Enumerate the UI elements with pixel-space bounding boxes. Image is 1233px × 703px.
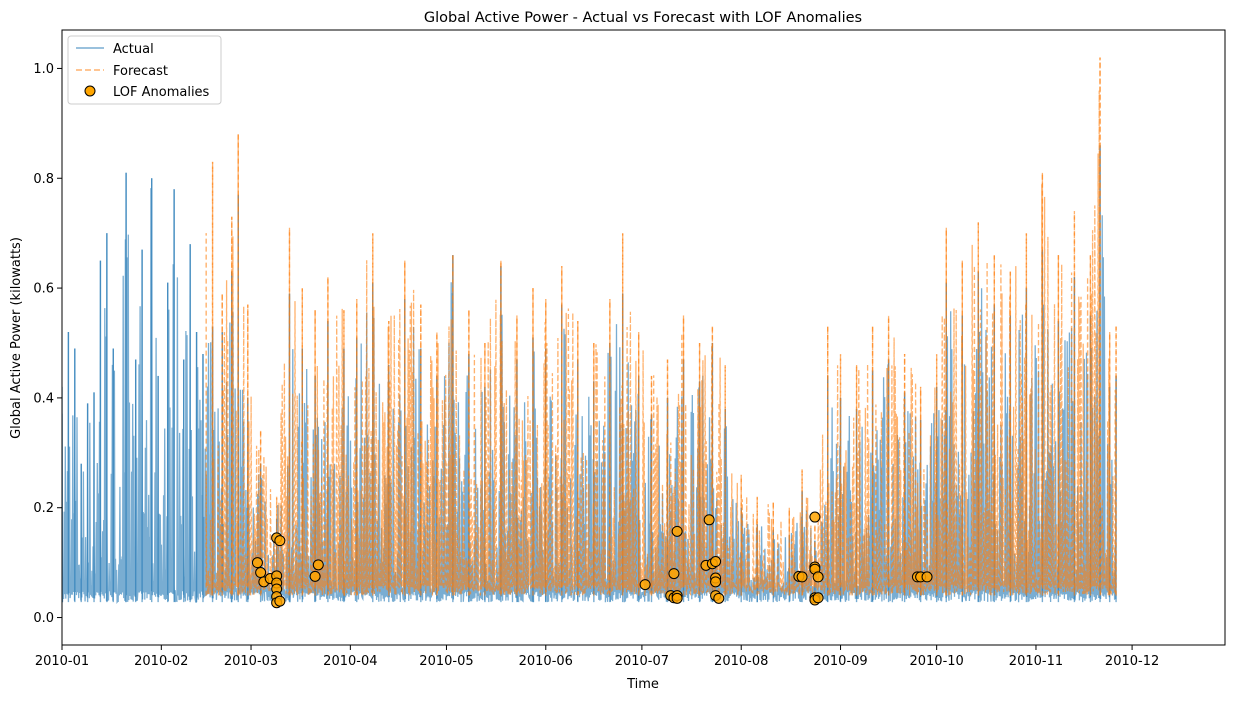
x-tick-label: 2010-03 xyxy=(224,654,278,669)
x-axis-label: Time xyxy=(626,677,659,692)
lof-anomaly-point xyxy=(713,592,725,604)
x-tick-label: 2010-05 xyxy=(419,654,473,669)
lof-anomaly-point xyxy=(671,592,683,604)
x-tick-label: 2010-08 xyxy=(714,654,768,669)
lof-anomaly-point xyxy=(312,559,324,571)
x-tick-label: 2010-11 xyxy=(1009,654,1063,669)
lof-anomaly-point xyxy=(710,576,722,588)
lof-anomaly-point xyxy=(274,535,286,547)
x-tick-label: 2010-01 xyxy=(35,654,89,669)
lof-anomaly-point xyxy=(309,570,321,582)
lof-anomaly-point xyxy=(921,571,933,583)
x-tick-label: 2010-06 xyxy=(519,654,573,669)
legend-lof-label: LOF Anomalies xyxy=(113,85,210,100)
y-tick-label: 0.8 xyxy=(33,172,54,187)
y-tick-label: 0.6 xyxy=(33,282,54,297)
lof-anomaly-point xyxy=(812,571,824,583)
y-tick-label: 1.0 xyxy=(33,62,54,77)
x-tick-label: 2010-04 xyxy=(323,654,377,669)
y-axis-label: Global Active Power (kilowatts) xyxy=(9,237,24,439)
lof-anomaly-point xyxy=(255,567,267,579)
lof-anomaly-point xyxy=(671,525,683,537)
lof-anomaly-point xyxy=(703,514,715,526)
legend-box xyxy=(67,35,222,105)
x-tick-label: 2010-12 xyxy=(1105,654,1159,669)
x-tick-label: 2010-09 xyxy=(813,654,867,669)
lof-anomaly-point xyxy=(796,571,808,583)
lof-anomaly-point xyxy=(274,595,286,607)
legend-actual-label: Actual xyxy=(113,42,154,57)
y-tick-label: 0.2 xyxy=(33,501,54,516)
plot-frame xyxy=(61,29,1226,646)
lof-anomaly-point xyxy=(812,592,824,604)
x-tick-label: 2010-07 xyxy=(615,654,669,669)
chart-title: Global Active Power - Actual vs Forecast… xyxy=(424,10,862,26)
lof-anomaly-point xyxy=(710,556,722,568)
axes: 2010-01 2010-02 2010-03 2010-04 2010-05 2010-… xyxy=(33,62,1159,669)
lof-anomaly-point xyxy=(251,557,263,569)
y-tick-label: 0.0 xyxy=(33,611,54,626)
x-tick-label: 2010-10 xyxy=(909,654,963,669)
y-tick-label: 0.4 xyxy=(33,391,54,406)
legend-forecast-label: Forecast xyxy=(113,64,168,79)
lof-anomaly-point xyxy=(809,511,821,523)
legend-lof-swatch xyxy=(84,85,96,97)
legend: Actual Forecast LOF Anomalies xyxy=(67,35,222,105)
lof-anomaly-point xyxy=(639,579,651,591)
x-tick-label: 2010-02 xyxy=(134,654,188,669)
lof-anomaly-point xyxy=(668,568,680,580)
plot-area xyxy=(62,57,1117,609)
